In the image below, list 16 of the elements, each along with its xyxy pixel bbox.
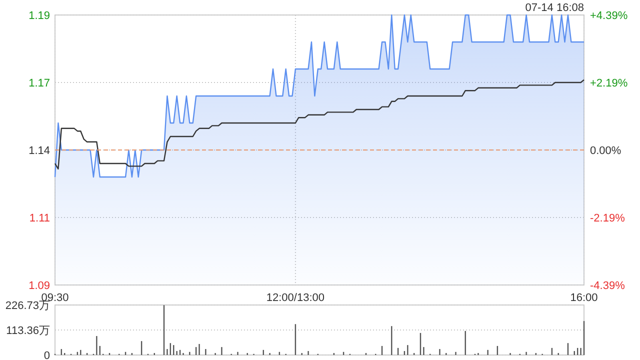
y-tick-label: 1.11 bbox=[29, 212, 50, 224]
y2-tick-label: +2.19% bbox=[590, 78, 628, 90]
y-tick-label: 1.17 bbox=[28, 78, 50, 90]
y-tick-label: 113.36万 bbox=[6, 325, 50, 337]
x-tick-label: 16:00 bbox=[570, 292, 598, 304]
y-tick-label: 0 bbox=[44, 350, 50, 360]
y-tick-label: 1.19 bbox=[28, 10, 50, 22]
y-tick-label: 1.09 bbox=[28, 280, 50, 292]
text: 07-14 16:08 bbox=[525, 2, 584, 14]
y-tick-label: 1.14 bbox=[28, 145, 50, 157]
line-series bbox=[54, 79, 585, 170]
y2-tick-label: -4.39% bbox=[590, 280, 626, 292]
y2-tick-label: 0.00% bbox=[590, 145, 622, 157]
y2-tick-label: +4.39% bbox=[590, 10, 628, 22]
y2-tick-label: -2.19% bbox=[590, 212, 626, 224]
x-tick-label: 12:00/13:00 bbox=[266, 292, 325, 304]
